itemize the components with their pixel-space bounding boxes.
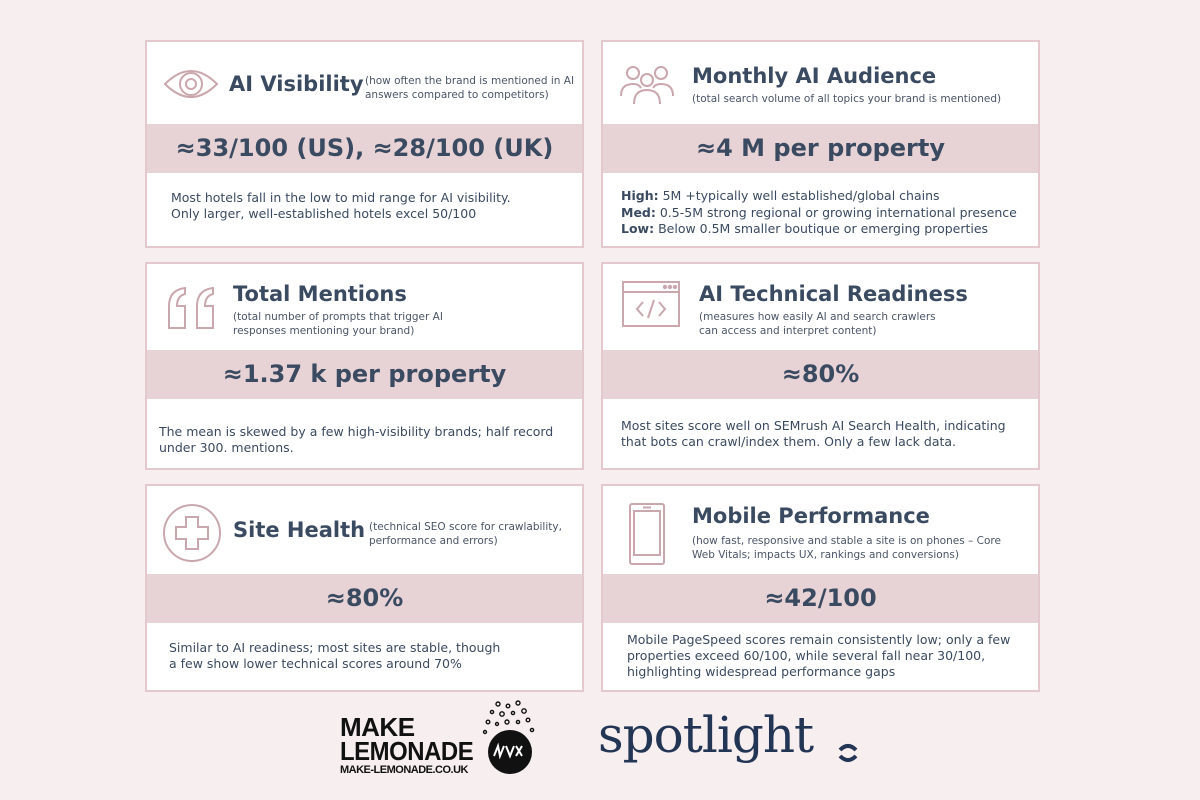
card-description: Similar to AI readiness; most sites are … bbox=[169, 640, 501, 671]
card-subtitle: (total search volume of all topics your … bbox=[692, 93, 1002, 105]
card-description: Most hotels fall in the low to mid range… bbox=[171, 190, 511, 221]
card-title: AI Technical Readiness bbox=[699, 282, 968, 306]
audience-tiers: High: 5M +typically well established/glo… bbox=[621, 188, 1018, 238]
card-description: Mobile PageSpeed scores remain consisten… bbox=[627, 632, 1011, 679]
health-cross-icon bbox=[161, 502, 223, 564]
metric-value: ≈33/100 (US), ≈28/100 (UK) bbox=[147, 124, 582, 173]
card-ai-visibility: AI Visibility (how often the brand is me… bbox=[145, 40, 584, 248]
logo-line-make: MAKE bbox=[340, 712, 415, 742]
card-title: Monthly AI Audience bbox=[692, 64, 937, 88]
metric-value: ≈42/100 bbox=[603, 574, 1038, 623]
make-lemonade-logo: MAKE LEMONADE MAKE-LEMONADE.CO.UK bbox=[340, 700, 540, 780]
code-window-icon bbox=[621, 280, 681, 328]
card-subtitle: (how fast, responsive and stable a site … bbox=[692, 535, 1001, 561]
metric-value: ≈1.37 k per property bbox=[147, 350, 582, 399]
card-subtitle: (total number of prompts that trigger AI… bbox=[233, 311, 443, 337]
tier-high: High: 5M +typically well established/glo… bbox=[621, 188, 940, 203]
fizz-badge-icon bbox=[480, 700, 538, 776]
audience-icon bbox=[617, 60, 677, 108]
card-title: Site Health bbox=[233, 518, 366, 542]
card-subtitle: (technical SEO score for crawlability, p… bbox=[369, 521, 562, 547]
card-mobile-performance: Mobile Performance (how fast, responsive… bbox=[601, 484, 1040, 692]
metric-value: ≈4 M per property bbox=[603, 124, 1038, 173]
spotlight-wordmark: spotlight bbox=[598, 706, 814, 764]
spotlight-mark-icon bbox=[838, 744, 858, 762]
card-title: Total Mentions bbox=[233, 282, 407, 306]
card-subtitle: (measures how easily AI and search crawl… bbox=[699, 311, 936, 337]
spotlight-logo: spotlight bbox=[598, 700, 858, 770]
metric-value: ≈80% bbox=[603, 350, 1038, 399]
card-description: The mean is skewed by a few high-visibil… bbox=[159, 424, 554, 455]
logo-url: MAKE-LEMONADE.CO.UK bbox=[340, 764, 469, 776]
metric-value: ≈80% bbox=[147, 574, 582, 623]
card-subtitle: (how often the brand is mentioned in AI … bbox=[365, 75, 575, 101]
logo-line-lemonade: LEMONADE bbox=[340, 736, 474, 766]
card-title: AI Visibility bbox=[229, 72, 364, 96]
card-site-health: Site Health (technical SEO score for cra… bbox=[145, 484, 584, 692]
card-monthly-ai-audience: Monthly AI Audience (total search volume… bbox=[601, 40, 1040, 248]
mobile-phone-icon bbox=[627, 502, 667, 566]
card-description: Most sites score well on SEMrush AI Sear… bbox=[621, 418, 1006, 449]
card-title: Mobile Performance bbox=[692, 504, 930, 528]
tier-med: Med: 0.5-5M strong regional or growing i… bbox=[621, 204, 1017, 220]
tier-low: Low: Below 0.5M smaller boutique or emer… bbox=[621, 221, 989, 236]
quote-icon bbox=[165, 284, 225, 332]
eye-icon bbox=[161, 64, 221, 104]
card-total-mentions: Total Mentions (total number of prompts … bbox=[145, 262, 584, 470]
card-ai-technical-readiness: AI Technical Readiness (measures how eas… bbox=[601, 262, 1040, 470]
